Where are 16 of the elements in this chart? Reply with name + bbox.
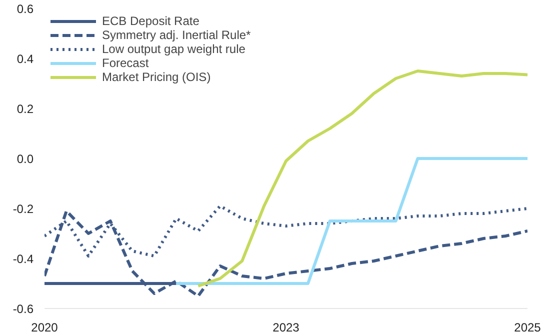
y-tick-label: 0.2 <box>16 102 34 116</box>
x-tick-label: 2025 <box>514 320 542 334</box>
legend-label: Forecast <box>102 56 149 70</box>
x-tick-label: 2020 <box>31 320 58 334</box>
y-tick-label: -0.2 <box>12 202 34 216</box>
legend-label: Low output gap weight rule <box>102 42 246 56</box>
y-tick-label: 0.4 <box>16 52 34 66</box>
legend-label: Symmetry adj. Inertial Rule* <box>102 28 251 42</box>
y-tick-label: 0.6 <box>16 2 34 16</box>
y-tick-label: 0.0 <box>16 152 34 166</box>
legend-label: Market Pricing (OIS) <box>102 70 211 84</box>
legend-label: ECB Deposit Rate <box>102 14 200 28</box>
x-tick-label: 2023 <box>272 320 300 334</box>
y-tick-label: -0.4 <box>12 252 34 266</box>
y-tick-label: -0.6 <box>12 302 34 316</box>
line-series <box>44 210 528 298</box>
